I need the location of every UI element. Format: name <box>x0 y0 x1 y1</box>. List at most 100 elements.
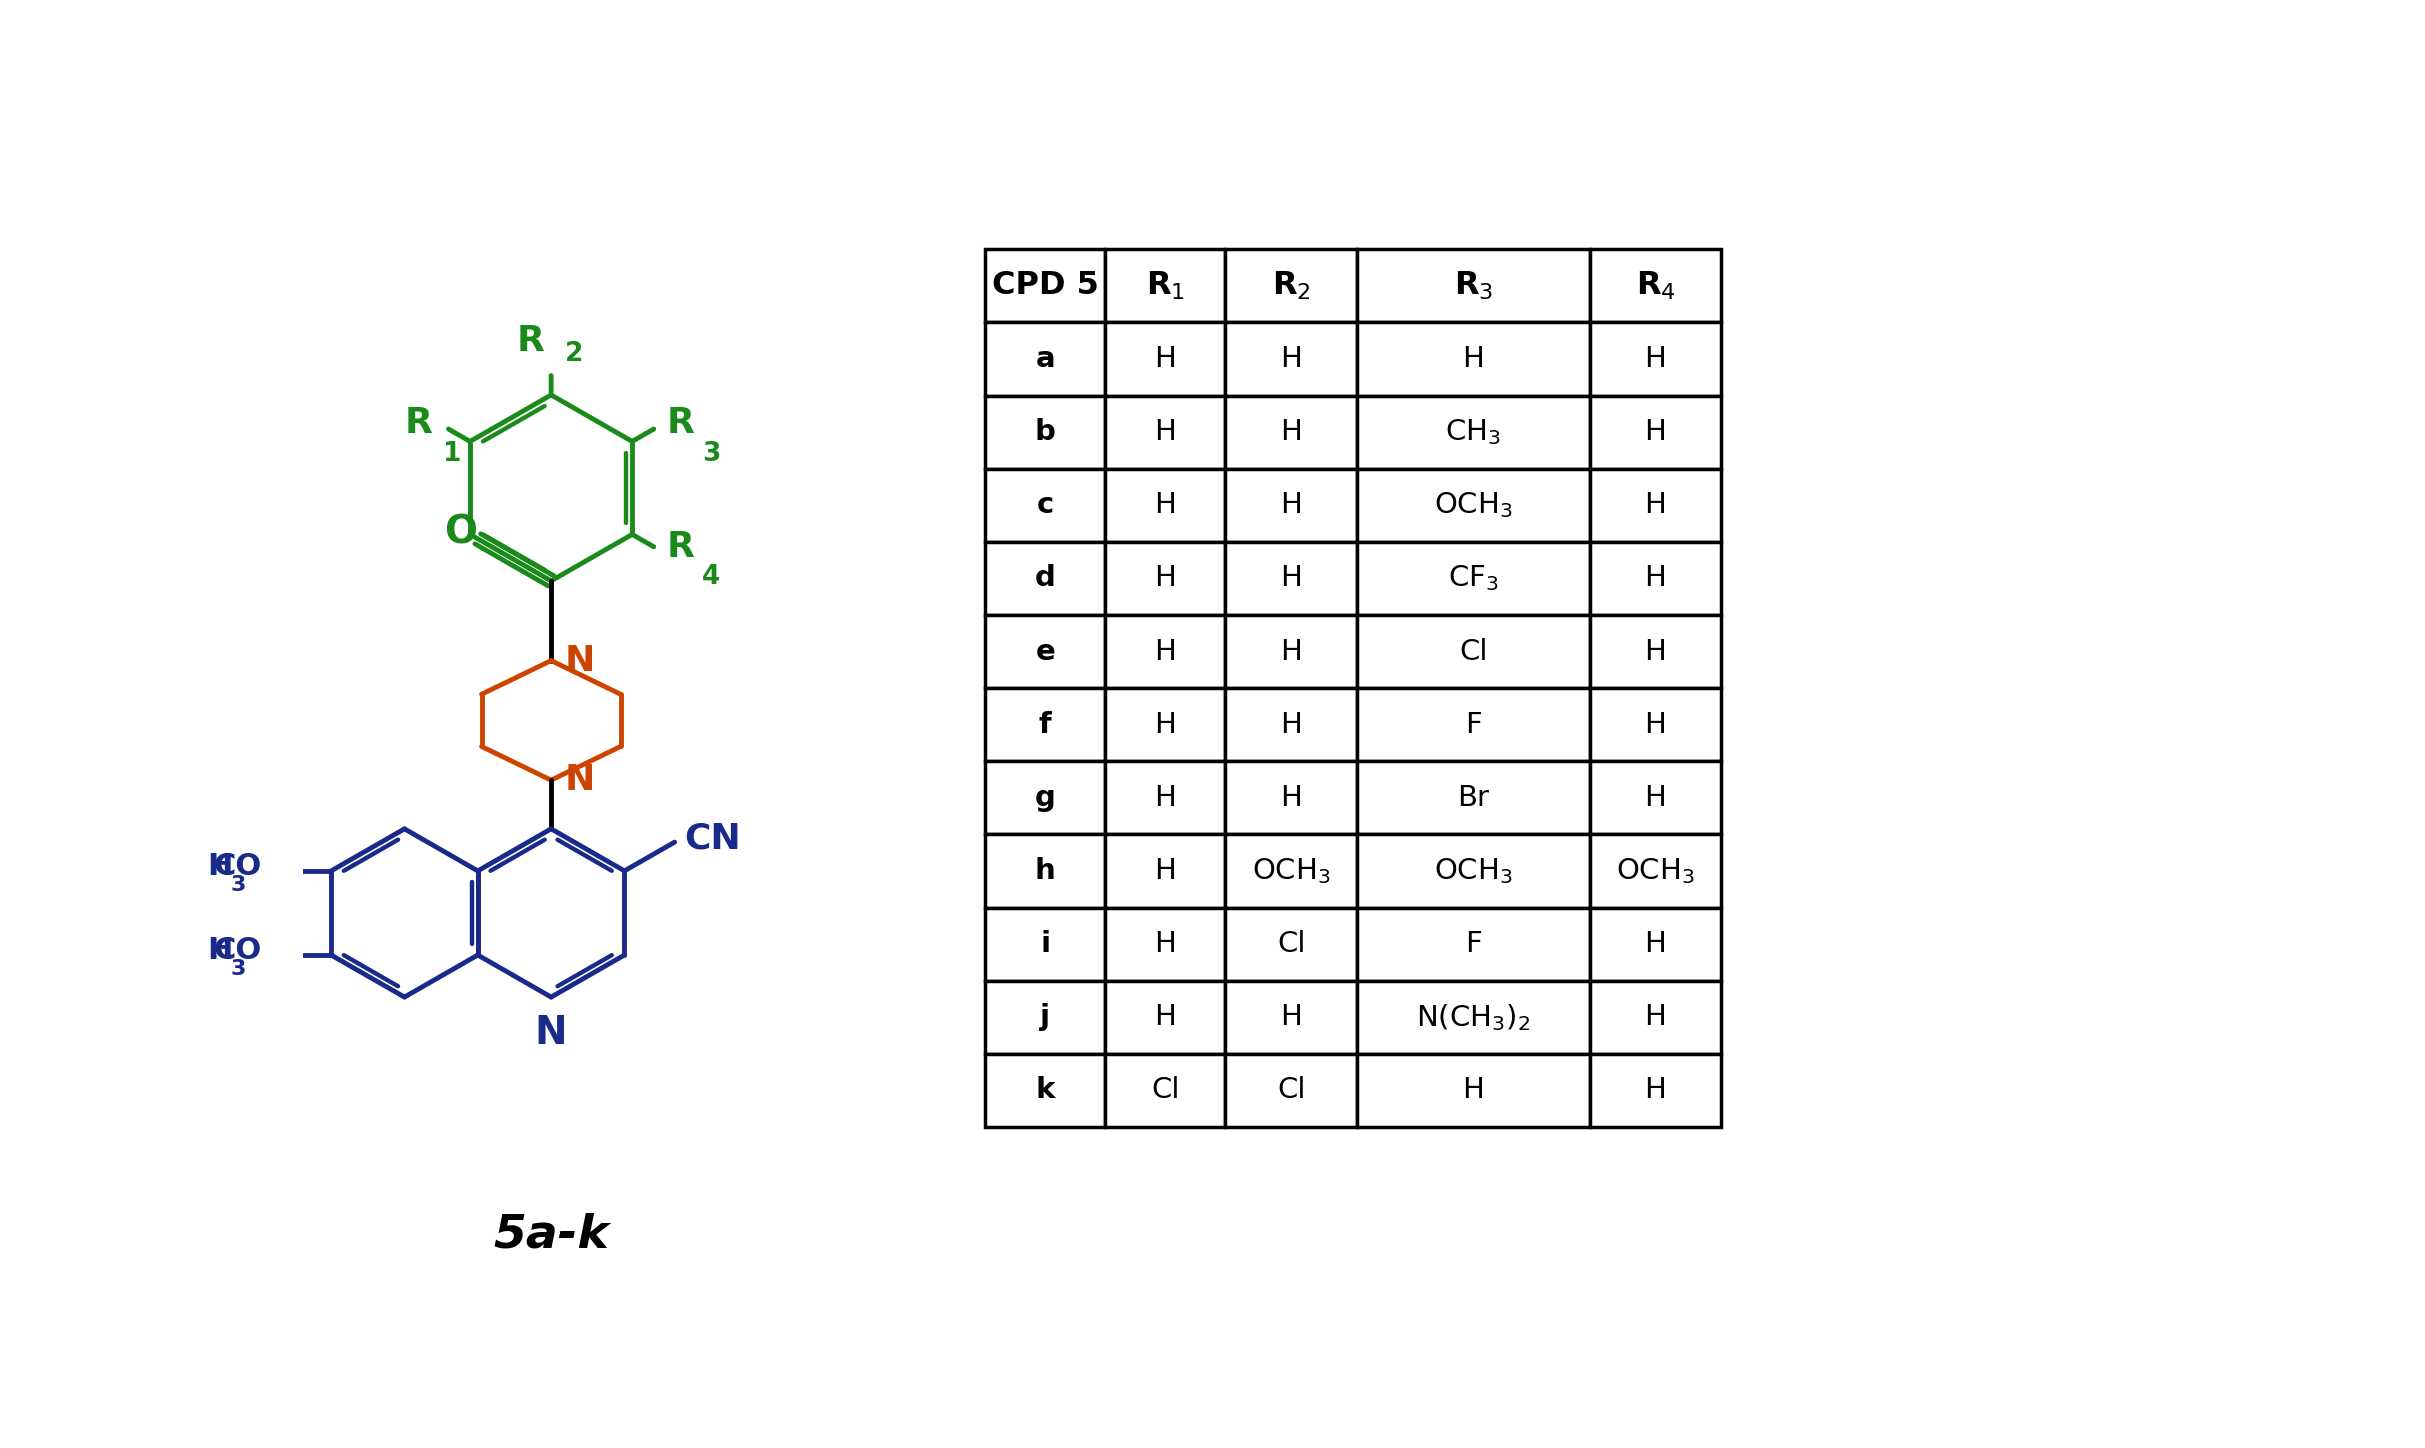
Bar <box>1591 908 1722 980</box>
Bar <box>1225 762 1358 834</box>
Bar <box>1358 615 1591 688</box>
Text: H: H <box>1280 711 1302 738</box>
Bar <box>1106 542 1225 615</box>
Bar <box>1358 688 1591 762</box>
Bar <box>1106 249 1225 323</box>
Text: H: H <box>1280 418 1302 446</box>
Text: H: H <box>1154 783 1176 812</box>
Bar <box>1106 469 1225 542</box>
Text: H: H <box>1154 565 1176 592</box>
Text: i: i <box>1040 930 1050 959</box>
Bar <box>985 834 1106 908</box>
Text: R: R <box>405 405 434 440</box>
Text: H: H <box>1644 345 1666 374</box>
Text: H: H <box>1280 783 1302 812</box>
Text: H: H <box>1644 1076 1666 1105</box>
Text: Cl: Cl <box>1460 637 1487 666</box>
Bar <box>1358 834 1591 908</box>
Bar <box>1225 908 1358 980</box>
Text: H: H <box>1154 491 1176 520</box>
Bar <box>1358 323 1591 395</box>
Bar <box>1591 542 1722 615</box>
Bar <box>1358 908 1591 980</box>
Text: c: c <box>1035 491 1055 520</box>
Text: e: e <box>1035 637 1055 666</box>
Bar <box>1225 1054 1358 1127</box>
Bar <box>1225 615 1358 688</box>
Text: H: H <box>1644 1003 1666 1031</box>
Text: H: H <box>1462 345 1484 374</box>
Text: b: b <box>1035 418 1055 446</box>
Text: H: H <box>206 851 233 880</box>
Bar <box>1591 249 1722 323</box>
Bar <box>985 615 1106 688</box>
Text: H: H <box>1154 418 1176 446</box>
Text: F: F <box>1465 711 1482 738</box>
Text: H: H <box>1644 418 1666 446</box>
Text: H: H <box>1154 857 1176 885</box>
Bar <box>1225 395 1358 469</box>
Text: 2: 2 <box>565 340 584 366</box>
Text: h: h <box>1035 857 1055 885</box>
Bar <box>1106 323 1225 395</box>
Text: N(CH$_3$)$_2$: N(CH$_3$)$_2$ <box>1416 1002 1530 1032</box>
Text: j: j <box>1040 1003 1050 1031</box>
Bar <box>1106 762 1225 834</box>
Text: f: f <box>1038 711 1052 738</box>
Text: H: H <box>1280 565 1302 592</box>
Bar <box>1591 834 1722 908</box>
Text: H: H <box>1644 565 1666 592</box>
Bar <box>1358 395 1591 469</box>
Bar <box>1358 469 1591 542</box>
Text: F: F <box>1465 930 1482 959</box>
Bar <box>1591 323 1722 395</box>
Bar <box>1106 688 1225 762</box>
Bar <box>1358 762 1591 834</box>
Text: Cl: Cl <box>1152 1076 1179 1105</box>
Text: Br: Br <box>1457 783 1489 812</box>
Text: 3: 3 <box>701 442 720 468</box>
Text: CN: CN <box>684 821 740 856</box>
Bar <box>985 688 1106 762</box>
Text: CF$_3$: CF$_3$ <box>1448 563 1499 594</box>
Text: N: N <box>565 643 597 678</box>
Bar <box>1591 762 1722 834</box>
Text: k: k <box>1035 1076 1055 1105</box>
Text: H: H <box>1154 1003 1176 1031</box>
Bar <box>1591 1054 1722 1127</box>
Bar <box>1358 980 1591 1054</box>
Text: H: H <box>1154 930 1176 959</box>
Text: R$_2$: R$_2$ <box>1271 269 1312 303</box>
Text: H: H <box>1462 1076 1484 1105</box>
Text: 3: 3 <box>230 959 245 979</box>
Text: 4: 4 <box>701 563 720 589</box>
Text: H: H <box>1644 930 1666 959</box>
Bar <box>1358 249 1591 323</box>
Text: R: R <box>667 530 696 563</box>
Text: H: H <box>1280 491 1302 520</box>
Text: 1: 1 <box>444 442 461 468</box>
Bar <box>1358 1054 1591 1127</box>
Text: a: a <box>1035 345 1055 374</box>
Text: Cl: Cl <box>1278 930 1305 959</box>
Text: Cl: Cl <box>1278 1076 1305 1105</box>
Text: H: H <box>1154 711 1176 738</box>
Text: H: H <box>1644 711 1666 738</box>
Bar <box>1106 1054 1225 1127</box>
Text: N: N <box>565 763 597 798</box>
Bar <box>1591 615 1722 688</box>
Text: CH$_3$: CH$_3$ <box>1445 417 1501 447</box>
Bar <box>1106 395 1225 469</box>
Bar <box>1106 834 1225 908</box>
Bar <box>1106 908 1225 980</box>
Bar <box>985 249 1106 323</box>
Bar <box>985 469 1106 542</box>
Bar <box>1591 469 1722 542</box>
Bar <box>985 908 1106 980</box>
Bar <box>1225 323 1358 395</box>
Bar <box>1225 542 1358 615</box>
Text: R$_4$: R$_4$ <box>1634 269 1676 303</box>
Text: H: H <box>1644 783 1666 812</box>
Text: CO: CO <box>213 935 262 964</box>
Text: H: H <box>1644 637 1666 666</box>
